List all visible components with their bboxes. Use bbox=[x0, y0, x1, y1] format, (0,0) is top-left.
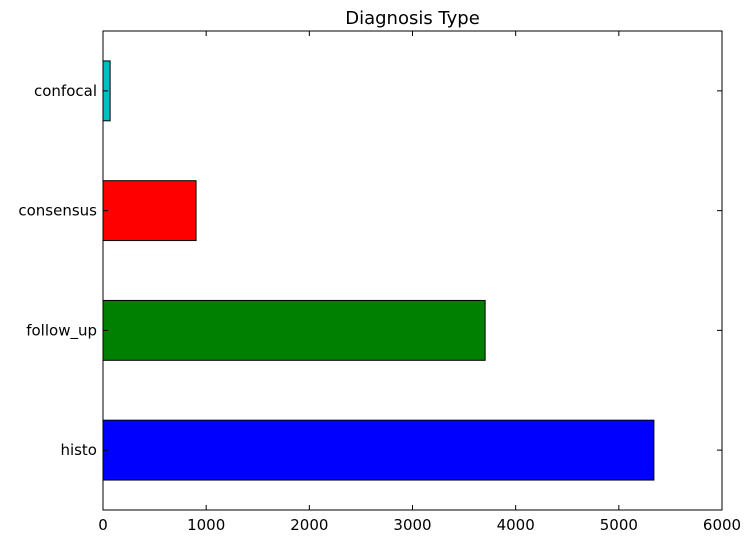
y-tick-label: consensus bbox=[18, 202, 97, 220]
y-tick-label: confocal bbox=[34, 82, 97, 100]
bar-consensus bbox=[102, 180, 197, 242]
bar-follow-up bbox=[102, 299, 486, 361]
chart-title: Diagnosis Type bbox=[345, 8, 480, 29]
x-tick-label: 4000 bbox=[497, 516, 535, 534]
x-tick-label: 0 bbox=[98, 516, 108, 534]
x-tick-label: 3000 bbox=[393, 516, 431, 534]
x-tick-label: 5000 bbox=[600, 516, 638, 534]
ticks-group: histo follow_up consensus confocal 0 1000 2000… bbox=[18, 31, 741, 534]
x-tick-label: 2000 bbox=[290, 516, 328, 534]
bars-group bbox=[102, 60, 655, 481]
plot-frame bbox=[102, 30, 723, 511]
y-tick-label: follow_up bbox=[26, 321, 97, 340]
y-tick-label: histo bbox=[60, 441, 97, 459]
x-tick-label: 6000 bbox=[703, 516, 741, 534]
x-tick-label: 1000 bbox=[187, 516, 225, 534]
bar-histo bbox=[102, 419, 655, 481]
